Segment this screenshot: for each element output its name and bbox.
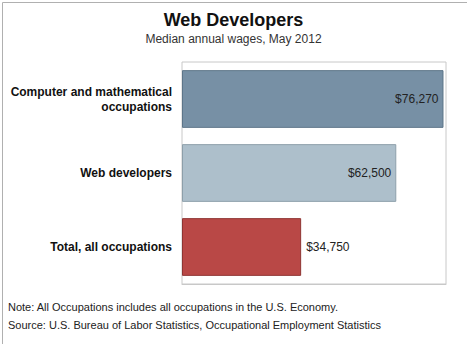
svg-text:Total, all occupations: Total, all occupations xyxy=(50,240,172,254)
svg-text:Web Developers: Web Developers xyxy=(164,10,304,30)
svg-text:$34,750: $34,750 xyxy=(306,240,350,254)
svg-text:Note: All Occupations includes: Note: All Occupations includes all occup… xyxy=(8,301,338,313)
svg-text:Computer and mathematical: Computer and mathematical xyxy=(11,85,172,99)
svg-text:$76,270: $76,270 xyxy=(395,92,439,106)
svg-text:Median annual wages, May 2012: Median annual wages, May 2012 xyxy=(145,32,321,46)
svg-text:Source: U.S. Bureau of Labor S: Source: U.S. Bureau of Labor Statistics,… xyxy=(8,319,381,331)
svg-text:occupations: occupations xyxy=(98,100,172,114)
svg-text:$62,500: $62,500 xyxy=(348,166,392,180)
svg-text:Web developers: Web developers xyxy=(80,166,172,180)
